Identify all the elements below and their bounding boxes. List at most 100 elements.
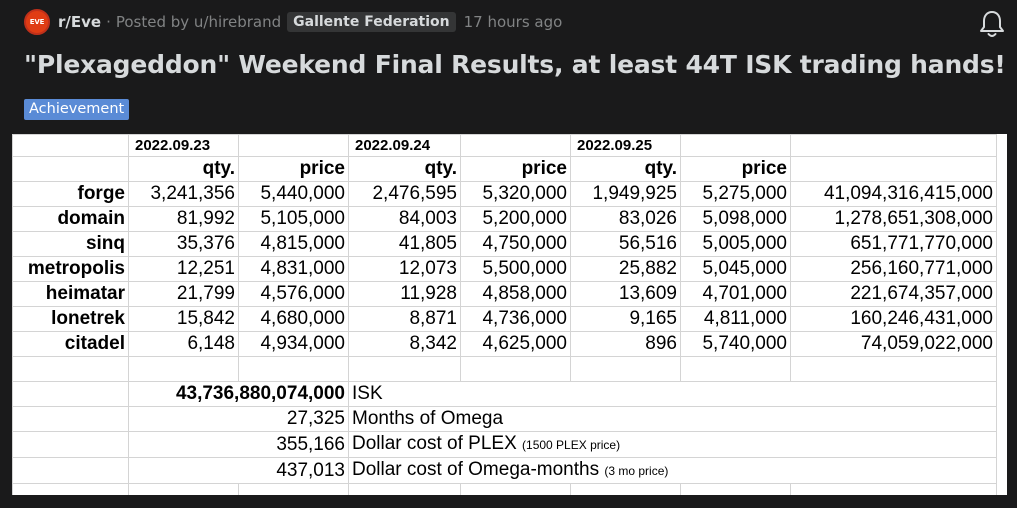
table-row: metropolis 12,251 4,831,000 12,073 5,500,000… <box>12 256 997 282</box>
table-row: citadel 6,148 4,934,000 8,342 4,625,000 896 5,… <box>12 331 997 357</box>
empty-cell <box>570 483 681 495</box>
results-table: 2022.09.23 2022.09.24 2022.09.25 qty. price q… <box>12 134 997 495</box>
post-title[interactable]: "Plexageddon" Weekend Final Results, at … <box>24 50 1006 79</box>
summary-label: Dollar cost of Omega-months <box>352 459 600 480</box>
empty-cell <box>348 483 461 495</box>
qty-cell: 81,992 <box>128 206 239 232</box>
qty-cell: 2,476,595 <box>348 181 461 207</box>
summary-label-cell: Dollar cost of PLEX (1500 PLEX price) <box>348 431 997 458</box>
price-cell: 5,500,000 <box>460 256 571 282</box>
table-row: lonetrek 15,842 4,680,000 8,871 4,736,000 9,1… <box>12 306 997 332</box>
empty-cell <box>238 483 349 495</box>
price-cell: 5,200,000 <box>460 206 571 232</box>
summary-value: 355,166 <box>128 431 349 458</box>
price-cell: 4,625,000 <box>460 331 571 357</box>
price-cell: 4,934,000 <box>238 331 349 357</box>
total-cell: 74,059,022,000 <box>790 331 997 357</box>
qty-cell: 3,241,356 <box>128 181 239 207</box>
summary-value: 437,013 <box>128 457 349 484</box>
empty-cell <box>12 431 129 458</box>
qty-cell: 13,609 <box>570 281 681 307</box>
region-label: citadel <box>12 331 129 357</box>
empty-cell <box>12 156 129 182</box>
empty-cell <box>238 134 349 157</box>
price-cell: 4,811,000 <box>680 306 791 332</box>
empty-cell <box>12 406 129 432</box>
summary-label: ISK <box>352 383 383 404</box>
qty-cell: 6,148 <box>128 331 239 357</box>
region-label: sinq <box>12 231 129 257</box>
price-cell: 4,750,000 <box>460 231 571 257</box>
price-header: price <box>460 156 571 182</box>
qty-header: qty. <box>570 156 681 182</box>
empty-cell <box>790 356 997 382</box>
summary-row: 437,013 Dollar cost of Omega-months (3 mo… <box>12 457 997 484</box>
qty-header: qty. <box>348 156 461 182</box>
spreadsheet-image[interactable]: 2022.09.23 2022.09.24 2022.09.25 qty. price q… <box>12 134 1007 495</box>
date-header: 2022.09.24 <box>348 134 461 157</box>
empty-cell <box>790 156 997 182</box>
summary-label-cell: Dollar cost of Omega-months (3 mo price) <box>348 457 997 484</box>
empty-cell <box>790 134 997 157</box>
qty-cell: 896 <box>570 331 681 357</box>
empty-cell <box>12 457 129 484</box>
post-flair-tag[interactable]: Achievement <box>24 99 130 120</box>
price-cell: 5,275,000 <box>680 181 791 207</box>
qty-cell: 15,842 <box>128 306 239 332</box>
column-header-row: qty. price qty. price qty. price <box>12 156 997 182</box>
price-cell: 4,858,000 <box>460 281 571 307</box>
price-cell: 5,005,000 <box>680 231 791 257</box>
date-header: 2022.09.23 <box>128 134 239 157</box>
table-row: forge 3,241,356 5,440,000 2,476,595 5,320,00… <box>12 181 997 207</box>
subreddit-icon[interactable]: EVE <box>24 9 50 35</box>
empty-cell <box>128 483 239 495</box>
qty-cell: 21,799 <box>128 281 239 307</box>
price-cell: 4,736,000 <box>460 306 571 332</box>
meta-separator: · <box>106 13 111 31</box>
empty-cell <box>12 134 129 157</box>
empty-cell <box>460 134 571 157</box>
qty-cell: 8,342 <box>348 331 461 357</box>
post-header: EVE r/Eve · Posted by u/hirebrand Gallen… <box>24 8 562 36</box>
subreddit-link[interactable]: r/Eve <box>58 13 102 31</box>
price-cell: 4,576,000 <box>238 281 349 307</box>
table-row: domain 81,992 5,105,000 84,003 5,200,000 83,0… <box>12 206 997 232</box>
qty-cell: 8,871 <box>348 306 461 332</box>
notification-bell-icon[interactable] <box>976 8 1008 40</box>
summary-row: 43,736,880,074,000 ISK <box>12 381 997 407</box>
summary-note: (3 mo price) <box>604 464 669 478</box>
qty-cell: 35,376 <box>128 231 239 257</box>
empty-cell <box>460 483 571 495</box>
total-cell: 160,246,431,000 <box>790 306 997 332</box>
total-cell: 1,278,651,308,000 <box>790 206 997 232</box>
region-label: forge <box>12 181 129 207</box>
price-header: price <box>238 156 349 182</box>
qty-cell: 11,928 <box>348 281 461 307</box>
price-cell: 5,098,000 <box>680 206 791 232</box>
qty-cell: 25,882 <box>570 256 681 282</box>
total-cell: 256,160,771,000 <box>790 256 997 282</box>
empty-cell <box>790 483 997 495</box>
price-header: price <box>680 156 791 182</box>
post-time[interactable]: 17 hours ago <box>463 13 563 31</box>
summary-row: 27,325 Months of Omega <box>12 406 997 432</box>
empty-cell <box>12 381 129 407</box>
price-cell: 4,815,000 <box>238 231 349 257</box>
qty-cell: 56,516 <box>570 231 681 257</box>
summary-label: Dollar cost of PLEX <box>352 433 517 454</box>
empty-cell <box>460 356 571 382</box>
qty-cell: 84,003 <box>348 206 461 232</box>
empty-cell <box>128 356 239 382</box>
date-header-row: 2022.09.23 2022.09.24 2022.09.25 <box>12 134 997 157</box>
summary-row: 355,166 Dollar cost of PLEX (1500 PLEX pr… <box>12 431 997 458</box>
blank-row <box>12 356 997 382</box>
price-cell: 5,740,000 <box>680 331 791 357</box>
empty-cell <box>680 483 791 495</box>
posted-by[interactable]: Posted by u/hirebrand <box>115 13 282 31</box>
price-cell: 5,440,000 <box>238 181 349 207</box>
table-row: heimatar 21,799 4,576,000 11,928 4,858,000 13… <box>12 281 997 307</box>
price-cell: 4,680,000 <box>238 306 349 332</box>
price-cell: 4,701,000 <box>680 281 791 307</box>
user-flair: Gallente Federation <box>287 12 456 32</box>
summary-label-cell: ISK <box>348 381 997 407</box>
